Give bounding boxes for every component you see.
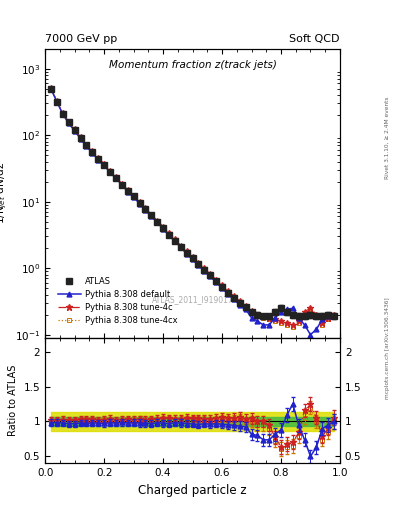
Y-axis label: Ratio to ATLAS: Ratio to ATLAS xyxy=(8,365,18,436)
Y-axis label: 1/N$_{jet}$ dN/dz: 1/N$_{jet}$ dN/dz xyxy=(0,162,9,224)
Text: Rivet 3.1.10, ≥ 2.4M events: Rivet 3.1.10, ≥ 2.4M events xyxy=(385,97,389,180)
Text: 7000 GeV pp: 7000 GeV pp xyxy=(45,33,118,44)
X-axis label: Charged particle z: Charged particle z xyxy=(138,484,247,497)
Text: ATLAS_2011_I919017: ATLAS_2011_I919017 xyxy=(152,295,233,305)
Text: Momentum fraction z(track jets): Momentum fraction z(track jets) xyxy=(108,60,277,70)
Legend: ATLAS, Pythia 8.308 default, Pythia 8.308 tune-4c, Pythia 8.308 tune-4cx: ATLAS, Pythia 8.308 default, Pythia 8.30… xyxy=(55,274,180,328)
Text: mcplots.cern.ch [arXiv:1306.3436]: mcplots.cern.ch [arXiv:1306.3436] xyxy=(385,297,389,399)
Text: Soft QCD: Soft QCD xyxy=(290,33,340,44)
